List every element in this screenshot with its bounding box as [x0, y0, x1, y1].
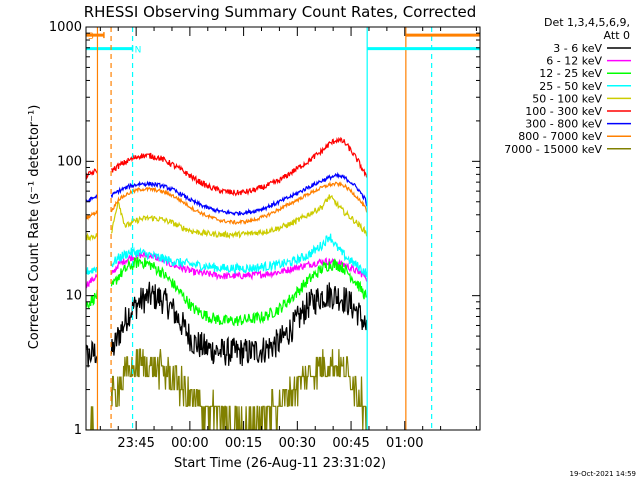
legend-label: 50 - 100 keV [532, 92, 602, 105]
x-tick-label: 23:45 [117, 436, 154, 451]
legend-label: 12 - 25 keV [539, 67, 602, 80]
y-axis-label: Corrected Count Rate (s⁻¹ detector⁻¹) [27, 105, 42, 350]
x-tick-label: 00:30 [279, 436, 316, 451]
x-tick-label: 00:15 [225, 436, 262, 451]
legend-label: 100 - 300 keV [525, 105, 602, 118]
legend-label: 6 - 12 keV [546, 55, 602, 68]
plot-frame [85, 26, 481, 431]
plot-area [86, 136, 368, 430]
y-tick-label: 1000 [49, 20, 82, 35]
y-tick-label: 10 [65, 289, 82, 304]
x-tick-label: 01:00 [386, 436, 423, 451]
annotation-label: S [88, 32, 94, 42]
x-axis-label: Start Time (26-Aug-11 23:31:02) [174, 456, 386, 471]
legend-label: 3 - 6 keV [553, 42, 602, 55]
x-axis-ticks: 23:45 00:00 00:15 00:30 00:45 01:00 [99, 27, 477, 451]
series-line [86, 233, 368, 277]
render-timestamp: 19-Oct-2021 14:59 [570, 470, 636, 478]
series-line [86, 348, 368, 430]
x-tick-label: 00:45 [332, 436, 369, 451]
chart-title: RHESSI Observing Summary Count Rates, Co… [84, 3, 477, 21]
legend-label: 7000 - 15000 keV [504, 143, 602, 156]
y-tick-label: 1 [74, 423, 82, 438]
series-line [86, 194, 368, 242]
y-axis-ticks: 1 10 100 1000 [49, 20, 480, 438]
legend-header-detectors: Det 1,3,4,5,6,9, [544, 16, 630, 29]
legend-label: 300 - 800 keV [525, 118, 602, 131]
legend-label: 25 - 50 keV [539, 80, 602, 93]
y-tick-label: 100 [57, 154, 82, 169]
legend-label: 800 - 7000 keV [518, 130, 602, 143]
legend-header-attenuator: Att 0 [604, 29, 630, 42]
annotation-layer: SN [86, 27, 480, 430]
x-tick-label: 00:00 [171, 436, 208, 451]
series-line [86, 171, 368, 217]
annotation-label: N [135, 46, 142, 56]
